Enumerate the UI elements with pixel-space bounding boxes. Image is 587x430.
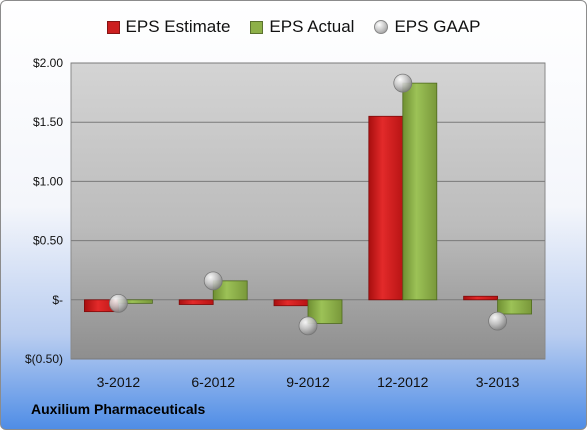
- y-tick-label: $1.50: [33, 115, 63, 129]
- legend-swatch-eps-actual: [250, 20, 264, 34]
- legend-item-eps-actual: EPS Actual: [250, 17, 354, 37]
- marker-eps-gaap: [393, 73, 413, 93]
- bar-eps-actual: [497, 299, 533, 315]
- x-tick-label: 6-2012: [191, 374, 235, 390]
- legend-marker-eps-gaap: [374, 20, 389, 34]
- legend-label-eps-estimate: EPS Estimate: [125, 17, 231, 36]
- legend-swatch-eps-estimate: [106, 20, 120, 34]
- bar-eps-estimate: [368, 115, 404, 301]
- marker-eps-gaap: [109, 293, 128, 313]
- y-tick-label: $1.00: [33, 174, 63, 188]
- x-tick-label: 9-2012: [286, 374, 330, 390]
- legend-item-eps-estimate: EPS Estimate: [106, 17, 231, 37]
- legend-label-eps-actual: EPS Actual: [269, 17, 355, 36]
- company-name: Auxilium Pharmaceuticals: [31, 401, 206, 417]
- bar-eps-actual: [402, 82, 438, 301]
- bar-eps-actual: [212, 280, 248, 301]
- bar-eps-estimate: [273, 299, 309, 307]
- x-tick-label: 3-2012: [97, 374, 141, 390]
- bar-eps-estimate: [178, 299, 214, 305]
- y-tick-label: $-: [52, 293, 63, 307]
- bar-eps-actual: [307, 299, 343, 324]
- y-tick-label: $2.00: [33, 56, 63, 70]
- legend-item-eps-gaap: EPS GAAP: [374, 17, 480, 37]
- marker-eps-gaap: [488, 311, 508, 331]
- y-tick-label: $(0.50): [25, 352, 63, 366]
- marker-eps-gaap: [203, 271, 223, 291]
- legend: EPS Estimate EPS Actual EPS GAAP: [1, 17, 586, 37]
- x-tick-label: 3-2013: [476, 374, 520, 390]
- y-tick-label: $0.50: [33, 234, 63, 248]
- marker-eps-gaap: [298, 316, 318, 336]
- x-tick-label: 12-2012: [377, 374, 429, 390]
- bar-eps-estimate: [463, 295, 499, 301]
- legend-label-eps-gaap: EPS GAAP: [394, 17, 481, 36]
